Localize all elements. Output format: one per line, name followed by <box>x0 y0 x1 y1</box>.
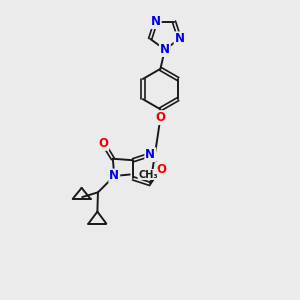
Text: N: N <box>145 148 155 161</box>
Text: N: N <box>175 32 184 45</box>
Text: N: N <box>109 169 119 182</box>
Text: N: N <box>160 43 170 56</box>
Text: O: O <box>156 163 166 176</box>
Text: N: N <box>151 15 161 28</box>
Text: CH₃: CH₃ <box>138 169 158 179</box>
Text: O: O <box>155 111 165 124</box>
Text: O: O <box>98 137 108 150</box>
